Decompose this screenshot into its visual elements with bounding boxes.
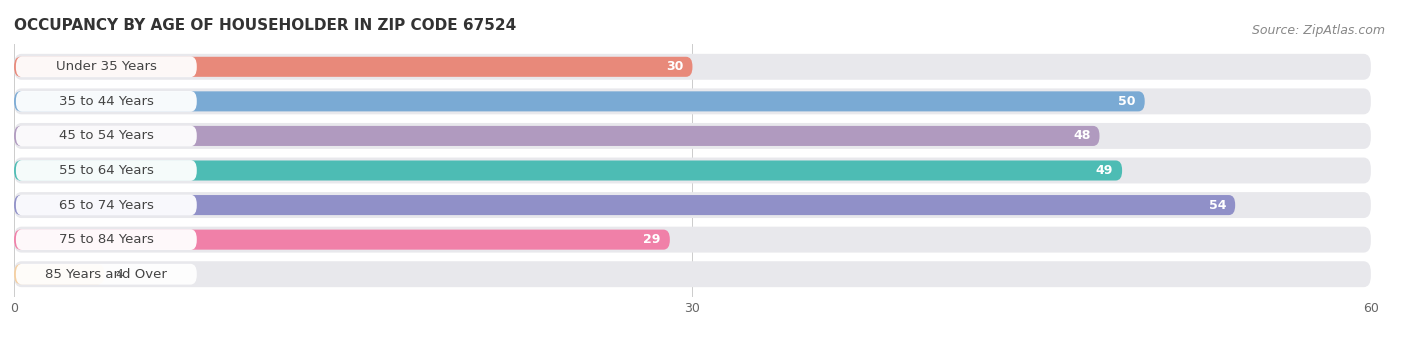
- FancyBboxPatch shape: [14, 229, 669, 250]
- Text: 35 to 44 Years: 35 to 44 Years: [59, 95, 153, 108]
- FancyBboxPatch shape: [14, 126, 1099, 146]
- FancyBboxPatch shape: [14, 57, 692, 77]
- Text: OCCUPANCY BY AGE OF HOUSEHOLDER IN ZIP CODE 67524: OCCUPANCY BY AGE OF HOUSEHOLDER IN ZIP C…: [14, 18, 516, 33]
- Text: 55 to 64 Years: 55 to 64 Years: [59, 164, 153, 177]
- Text: 49: 49: [1095, 164, 1114, 177]
- FancyBboxPatch shape: [14, 192, 1371, 218]
- Text: 85 Years and Over: 85 Years and Over: [45, 268, 167, 281]
- FancyBboxPatch shape: [15, 91, 197, 112]
- FancyBboxPatch shape: [15, 56, 197, 77]
- FancyBboxPatch shape: [15, 264, 197, 285]
- Text: 30: 30: [666, 60, 683, 73]
- Text: 65 to 74 Years: 65 to 74 Years: [59, 198, 153, 211]
- Text: 45 to 54 Years: 45 to 54 Years: [59, 130, 153, 143]
- FancyBboxPatch shape: [14, 88, 1371, 114]
- FancyBboxPatch shape: [14, 158, 1371, 183]
- Text: Source: ZipAtlas.com: Source: ZipAtlas.com: [1251, 24, 1385, 37]
- Text: Under 35 Years: Under 35 Years: [56, 60, 156, 73]
- Text: 29: 29: [644, 233, 661, 246]
- FancyBboxPatch shape: [15, 160, 197, 181]
- FancyBboxPatch shape: [14, 123, 1371, 149]
- FancyBboxPatch shape: [14, 195, 1234, 215]
- Text: 4: 4: [115, 268, 124, 281]
- FancyBboxPatch shape: [14, 227, 1371, 253]
- FancyBboxPatch shape: [14, 264, 104, 284]
- Text: 50: 50: [1118, 95, 1136, 108]
- Text: 48: 48: [1073, 130, 1091, 143]
- FancyBboxPatch shape: [15, 229, 197, 250]
- FancyBboxPatch shape: [14, 261, 1371, 287]
- Text: 54: 54: [1209, 198, 1226, 211]
- Text: 75 to 84 Years: 75 to 84 Years: [59, 233, 153, 246]
- FancyBboxPatch shape: [15, 195, 197, 216]
- FancyBboxPatch shape: [15, 125, 197, 146]
- FancyBboxPatch shape: [14, 161, 1122, 180]
- FancyBboxPatch shape: [14, 91, 1144, 112]
- FancyBboxPatch shape: [14, 54, 1371, 80]
